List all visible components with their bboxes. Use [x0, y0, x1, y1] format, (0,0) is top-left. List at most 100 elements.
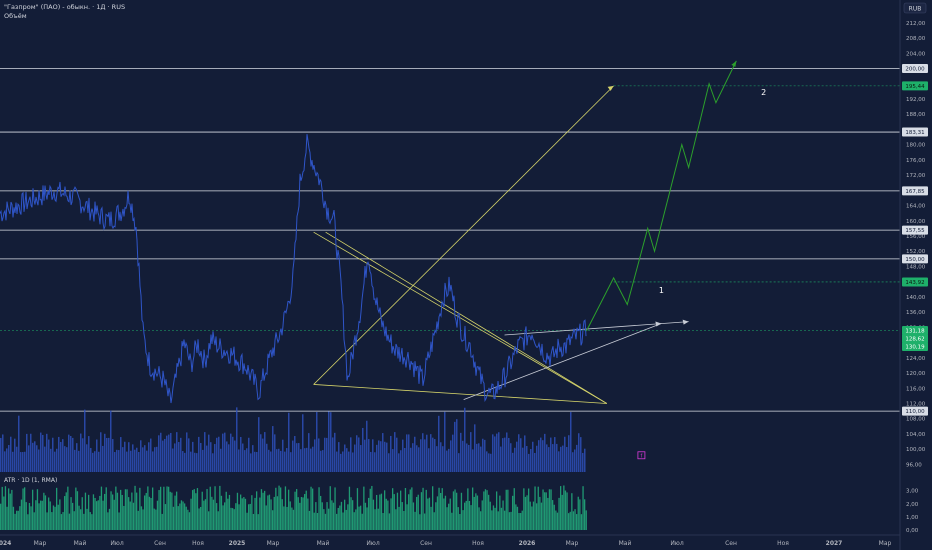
volume-bar — [366, 420, 368, 472]
volume-label[interactable]: Объём — [4, 12, 27, 20]
price-axis[interactable] — [900, 0, 932, 550]
volume-bar — [374, 452, 376, 472]
atr-bar — [0, 503, 2, 530]
volume-bar — [210, 442, 212, 472]
volume-bar — [128, 442, 130, 472]
atr-bar — [288, 489, 290, 530]
volume-bar — [512, 452, 514, 472]
volume-bar — [430, 434, 432, 472]
atr-bar — [464, 502, 466, 530]
atr-bar — [499, 495, 501, 530]
y-tick-label: 160,00 — [906, 219, 926, 225]
x-tick-label: Мар — [566, 540, 579, 547]
volume-bar — [484, 439, 486, 472]
atr-bar — [545, 492, 547, 530]
atr-bar — [329, 486, 331, 530]
atr-bar — [480, 511, 482, 530]
atr-bar — [276, 496, 279, 530]
atr-bar — [476, 495, 479, 530]
volume-bar — [434, 439, 436, 472]
atr-bar — [155, 509, 157, 530]
volume-bar — [302, 414, 304, 472]
volume-bar — [448, 448, 450, 472]
volume-bar — [316, 412, 318, 472]
atr-bar — [468, 500, 471, 530]
atr-bar — [236, 492, 239, 530]
volume-bar — [388, 453, 390, 472]
atr-bar — [566, 492, 568, 530]
price-badge-label-1: 195,44 — [905, 84, 925, 90]
volume-bar — [518, 434, 520, 472]
atr-bar — [540, 502, 543, 530]
atr-bar — [553, 504, 555, 530]
atr-bar — [83, 513, 85, 530]
atr-bar — [475, 493, 477, 530]
volume-bar — [150, 438, 152, 472]
volume-bar — [276, 449, 278, 472]
atr-bar — [310, 486, 312, 530]
atr-bar — [128, 497, 130, 530]
atr-bar — [201, 491, 203, 530]
chart-title[interactable]: "Газпром" (ПАО) - обыкн. · 1Д · RUS — [4, 3, 126, 11]
atr-bar — [396, 492, 399, 530]
atr-bar — [552, 500, 554, 530]
atr-bar — [75, 487, 77, 530]
volume-bar — [384, 441, 386, 472]
atr-bar — [25, 502, 27, 530]
atr-bar — [446, 507, 448, 530]
volume-bar — [422, 433, 424, 472]
atr-bar — [392, 488, 394, 530]
price-badge-4 — [902, 225, 928, 235]
atr-bar — [398, 506, 400, 530]
atr-bar — [153, 508, 155, 530]
atr-bar — [243, 497, 245, 530]
volume-bar — [464, 407, 466, 472]
atr-bar — [444, 495, 447, 530]
atr-bar — [180, 500, 183, 530]
volume-bar — [8, 445, 10, 472]
price-badge-7 — [902, 325, 928, 335]
x-axis-ticks: 2024 Мар Май Июл Сен Ноя 2025 Мар Май Июл Сен Ноя 20… — [0, 540, 892, 547]
atr-bar — [160, 486, 162, 530]
volume-bar — [536, 445, 538, 472]
atr-bar — [148, 496, 151, 530]
atr-bar — [16, 510, 18, 530]
volume-bar — [336, 451, 338, 472]
volume-bar — [246, 448, 248, 472]
atr-bar — [190, 498, 192, 530]
atr-bar — [212, 499, 215, 530]
atr-bar — [470, 505, 472, 530]
atr-label[interactable]: ATR · 1D (1, RMA) — [4, 477, 58, 484]
volume-bar — [372, 439, 374, 472]
volume-bar — [502, 438, 504, 472]
y-tick-label: 108,00 — [906, 417, 926, 423]
atr-bar — [532, 501, 535, 530]
volume-bar — [218, 436, 220, 472]
atr-bar — [443, 498, 445, 530]
volume-bar — [226, 441, 228, 472]
atr-bar — [332, 502, 335, 530]
atr-bar — [568, 513, 570, 530]
y-tick-label: 192,00 — [906, 97, 926, 103]
atr-bar — [60, 514, 63, 530]
price-badge-label-4: 157,55 — [905, 228, 925, 234]
atr-bar — [488, 494, 490, 530]
volume-bar — [510, 443, 512, 472]
volume-bar — [482, 438, 484, 472]
atr-bar — [267, 495, 269, 530]
x-tick-label: Сен — [725, 540, 737, 547]
volume-bar — [120, 437, 122, 472]
volume-bar — [470, 432, 472, 472]
volume-bar — [348, 451, 350, 472]
volume-bar — [52, 437, 54, 472]
atr-bar — [164, 504, 167, 530]
volume-bar — [326, 437, 328, 472]
currency-badge[interactable] — [903, 2, 927, 14]
volume-bar — [188, 438, 190, 472]
atr-bar — [209, 486, 211, 530]
volume-bar — [42, 434, 44, 472]
atr-bar — [513, 488, 515, 530]
volume-bar — [314, 439, 316, 472]
volume-bar — [46, 433, 48, 472]
